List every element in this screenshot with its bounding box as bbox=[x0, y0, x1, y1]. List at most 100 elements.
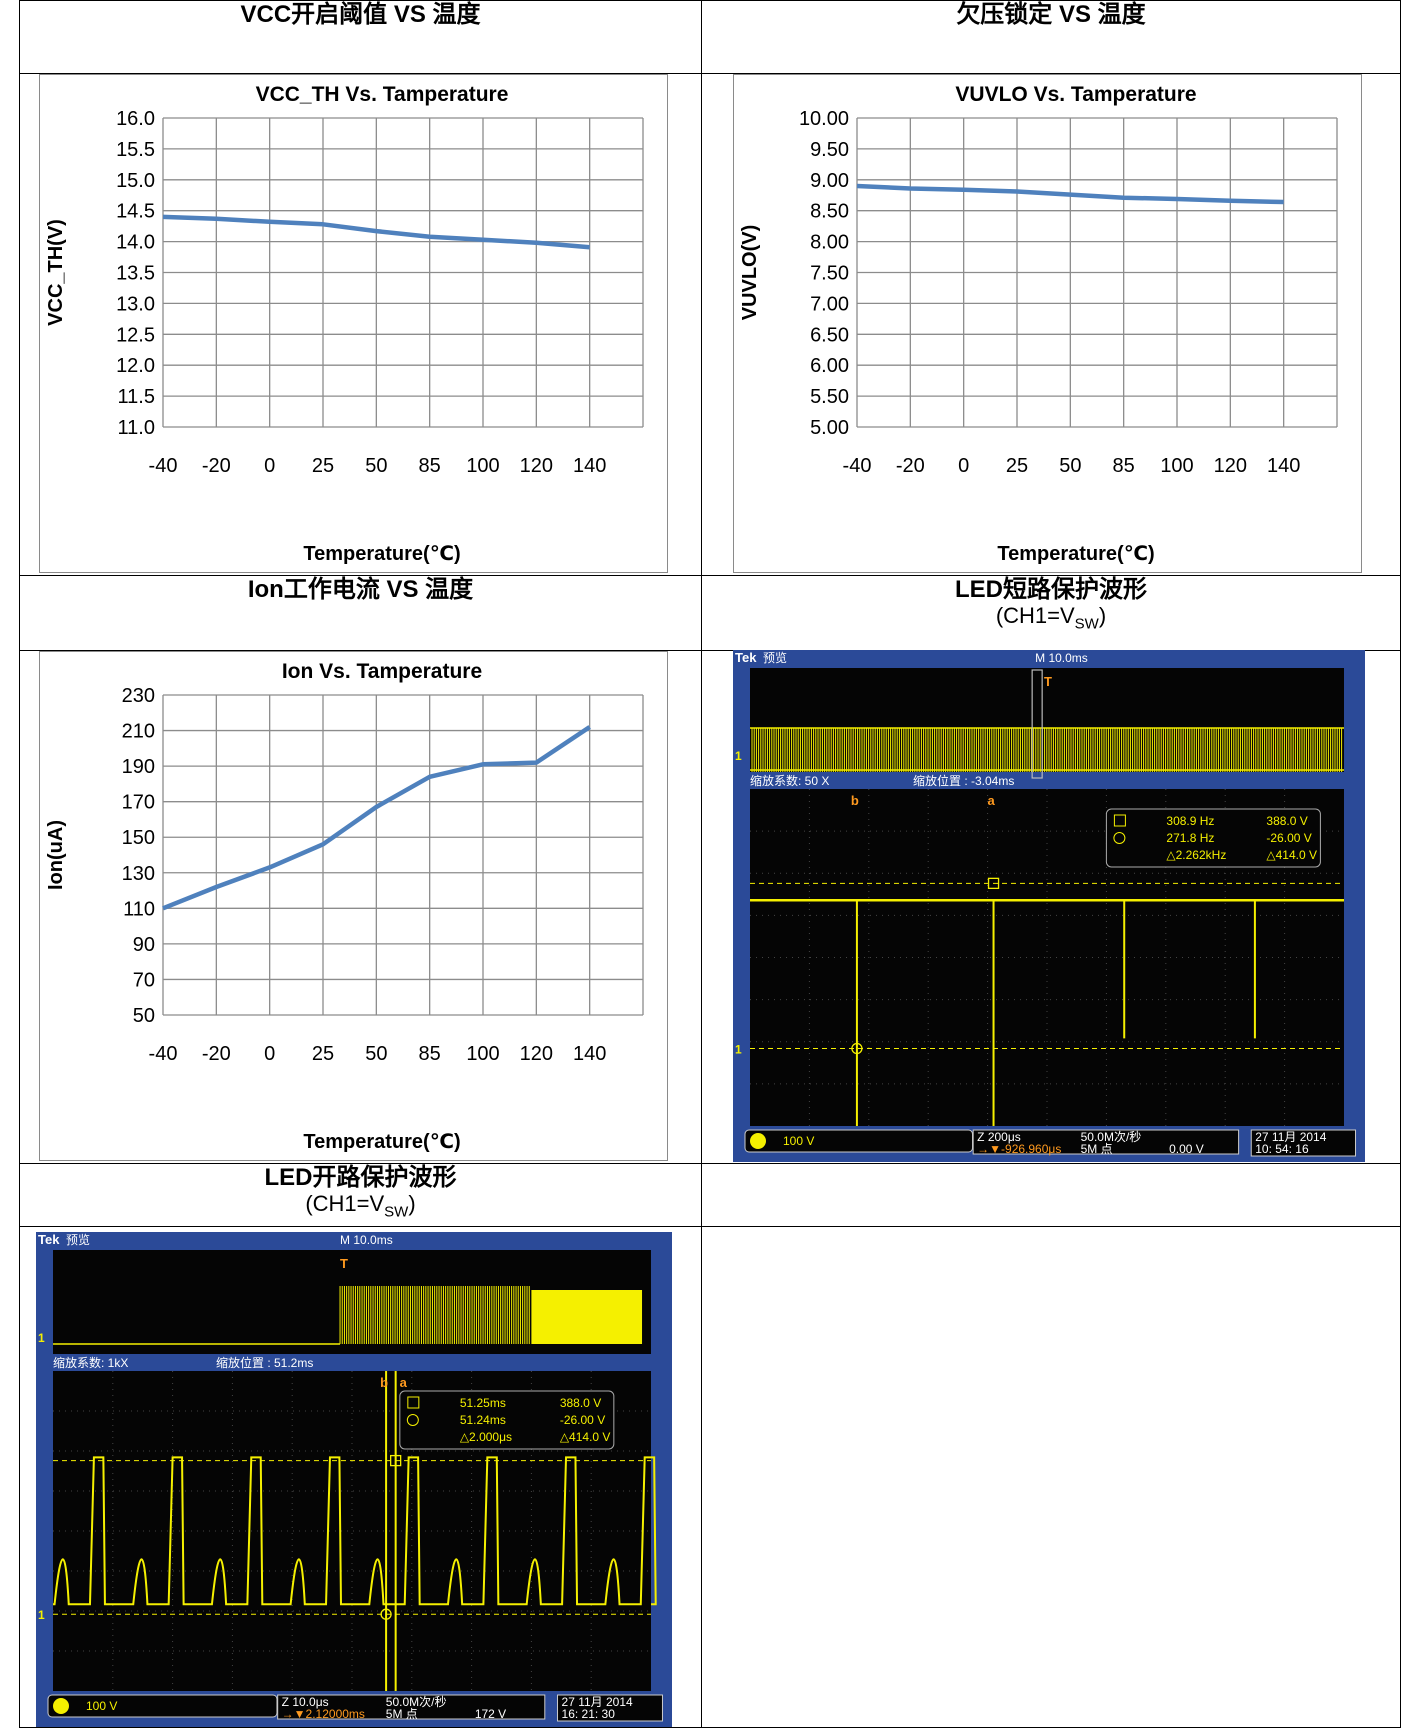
x-tick-label: 0 bbox=[264, 1043, 275, 1065]
channel-status bbox=[745, 1130, 973, 1152]
trigger-marker-icon: T bbox=[1044, 674, 1052, 689]
y-tick-label: 5.50 bbox=[810, 386, 849, 408]
ion-chart: Ion Vs. Tamperature230210190170150130110… bbox=[40, 652, 667, 1160]
readout-b-volt: -26.00 V bbox=[1266, 831, 1311, 845]
y-axis-label: Ion(uA) bbox=[45, 820, 67, 890]
y-tick-label: 16.0 bbox=[116, 108, 155, 130]
header-cell-uvlo: 欠压锁定 VS 温度 bbox=[702, 1, 1401, 74]
empty-cell bbox=[702, 1227, 1401, 1728]
record-points: 5M 点 bbox=[1081, 1142, 1113, 1156]
scope-brand: Tek bbox=[735, 650, 757, 665]
trigger-level: 172 V bbox=[475, 1707, 506, 1721]
x-tick-label: -20 bbox=[202, 455, 231, 477]
readout-b-volt: -26.00 V bbox=[560, 1413, 605, 1427]
vcc-heading: VCC开启阈值 VS 温度 bbox=[20, 1, 701, 29]
x-tick-label: 0 bbox=[264, 455, 275, 477]
x-tick-label: -20 bbox=[202, 1043, 231, 1065]
x-tick-label: 85 bbox=[419, 1043, 441, 1065]
x-tick-label: 50 bbox=[365, 1043, 387, 1065]
y-tick-label: 12.5 bbox=[116, 324, 155, 346]
trigger-marker-icon: T bbox=[340, 1256, 348, 1271]
scope-mode: 预览 bbox=[763, 650, 787, 665]
x-tick-label: -40 bbox=[149, 1043, 178, 1065]
scope-time: 10: 54: 16 bbox=[1255, 1142, 1309, 1156]
x-tick-label: 100 bbox=[466, 455, 499, 477]
cursor-b-label-icon: b bbox=[851, 793, 859, 808]
y-tick-label: 230 bbox=[122, 685, 155, 707]
ch1-scale: 100 V bbox=[86, 1699, 117, 1713]
record-points: 5M 点 bbox=[386, 1707, 418, 1721]
y-tick-label: 8.00 bbox=[810, 232, 849, 254]
readout-a-value: 51.25ms bbox=[460, 1396, 506, 1410]
ch1-marker-icon: 1 bbox=[38, 1331, 45, 1345]
uvlo-chart: VUVLO Vs. Tamperature 10.00 9.50 9.00 8.50 8.… bbox=[734, 75, 1361, 572]
scope-mode: 预览 bbox=[66, 1232, 90, 1247]
trigger-position: →▼-926.960μs bbox=[977, 1142, 1061, 1156]
timebase-label: M 10.0ms bbox=[1035, 651, 1088, 665]
short-subheading: (CH1=VSW) bbox=[702, 604, 1400, 636]
readout-delta-volt: △414.0 V bbox=[1266, 848, 1317, 862]
y-tick-label: 190 bbox=[122, 756, 155, 778]
open-subheading: (CH1=VSW) bbox=[20, 1192, 701, 1224]
y-tick-label: 70 bbox=[133, 969, 155, 991]
readout-a-volt: 388.0 V bbox=[1266, 814, 1307, 828]
uvlo-chart-panel: VUVLO Vs. Tamperature 10.00 9.50 9.00 8.50 8.… bbox=[733, 74, 1362, 573]
header-cell-open: LED开路保护波形 (CH1=VSW) bbox=[20, 1164, 702, 1227]
y-tick-label: 9.00 bbox=[810, 170, 849, 192]
y-tick-label: 110 bbox=[123, 898, 155, 920]
short-heading: LED短路保护波形 bbox=[702, 576, 1400, 604]
timebase-label: M 10.0ms bbox=[340, 1233, 393, 1247]
y-axis-label: VUVLO(V) bbox=[739, 225, 761, 321]
y-tick-label: 6.50 bbox=[810, 324, 849, 346]
chart-title: VUVLO Vs. Tamperature bbox=[955, 83, 1196, 106]
overview-dense-burst bbox=[531, 1290, 642, 1344]
readout-b-value: 51.24ms bbox=[460, 1413, 506, 1427]
y-tick-label: 11.5 bbox=[118, 386, 155, 408]
x-tick-label: 140 bbox=[573, 1043, 606, 1065]
trigger-position: →▼2.12000ms bbox=[282, 1707, 365, 1721]
readout-a-volt: 388.0 V bbox=[560, 1396, 601, 1410]
y-tick-label: 12.0 bbox=[116, 355, 155, 377]
ch1-badge-icon bbox=[53, 1698, 69, 1714]
empty-header-cell bbox=[702, 1164, 1401, 1227]
y-tick-label: 210 bbox=[122, 721, 155, 743]
x-tick-label: 100 bbox=[1160, 455, 1193, 477]
x-tick-label: 50 bbox=[365, 455, 387, 477]
cursor-a-label-icon: a bbox=[400, 1375, 408, 1390]
y-tick-label: 13.0 bbox=[116, 293, 155, 315]
x-tick-label: 25 bbox=[312, 455, 334, 477]
readout-delta-volt: △414.0 V bbox=[560, 1430, 611, 1444]
y-tick-label: 8.50 bbox=[810, 201, 849, 223]
vcc-chart: VCC_TH Vs. Tamperature16.015.515.014.514… bbox=[40, 75, 667, 572]
x-tick-label: 100 bbox=[466, 1043, 499, 1065]
y-tick-label: 10.00 bbox=[799, 108, 849, 130]
uvlo-heading: 欠压锁定 VS 温度 bbox=[702, 1, 1400, 29]
y-tick-label: 7.00 bbox=[810, 293, 849, 315]
x-tick-label: 25 bbox=[1006, 455, 1028, 477]
zoom-factor: 缩放系数: 1kX bbox=[53, 1355, 128, 1370]
chart-title: VCC_TH Vs. Tamperature bbox=[256, 83, 509, 106]
x-tick-label: 120 bbox=[1214, 455, 1247, 477]
x-axis-label: Temperature(℃) bbox=[303, 543, 460, 565]
x-tick-label: 120 bbox=[520, 455, 553, 477]
header-cell-short: LED短路保护波形 (CH1=VSW) bbox=[702, 576, 1401, 651]
ion-heading: Ion工作电流 VS 温度 bbox=[20, 576, 701, 604]
y-tick-label: 14.0 bbox=[116, 232, 155, 254]
y-tick-label: 5.00 bbox=[810, 417, 849, 439]
scope-time: 16: 21: 30 bbox=[562, 1707, 616, 1721]
y-tick-label: 130 bbox=[122, 863, 155, 885]
readout-a-value: 308.9 Hz bbox=[1166, 814, 1214, 828]
y-tick-label: 9.50 bbox=[810, 139, 849, 161]
zoom-factor: 缩放系数: 50 X bbox=[750, 773, 829, 788]
ch1-scale: 100 V bbox=[783, 1134, 814, 1148]
x-tick-label: 25 bbox=[312, 1043, 334, 1065]
x-tick-label: 85 bbox=[1113, 455, 1135, 477]
x-tick-label: -20 bbox=[896, 455, 925, 477]
x-tick-label: 0 bbox=[958, 455, 969, 477]
y-tick-label: 15.0 bbox=[116, 170, 155, 192]
